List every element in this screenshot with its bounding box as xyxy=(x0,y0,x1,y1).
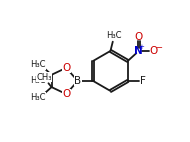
Text: O: O xyxy=(150,46,158,56)
Text: O: O xyxy=(62,63,70,73)
Text: H₃C: H₃C xyxy=(107,31,122,40)
Text: N: N xyxy=(134,46,143,56)
Text: O: O xyxy=(135,32,143,42)
Text: −: − xyxy=(155,43,162,52)
Text: B: B xyxy=(74,76,81,86)
Text: +: + xyxy=(139,44,145,50)
Text: H₃C: H₃C xyxy=(30,60,45,69)
Text: O: O xyxy=(62,89,70,99)
Text: H₃C: H₃C xyxy=(30,76,45,85)
Text: F: F xyxy=(140,76,146,86)
Text: CH₃: CH₃ xyxy=(36,73,52,82)
Text: H₃C: H₃C xyxy=(30,93,45,102)
